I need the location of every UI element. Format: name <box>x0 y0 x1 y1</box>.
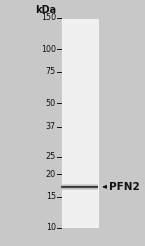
Text: 50: 50 <box>46 99 56 108</box>
Text: 37: 37 <box>46 122 56 131</box>
Text: kDa: kDa <box>35 5 56 15</box>
Bar <box>61 18 99 228</box>
Text: 100: 100 <box>41 45 56 54</box>
Text: 25: 25 <box>46 153 56 161</box>
Text: 10: 10 <box>46 224 56 232</box>
Text: PFN2: PFN2 <box>109 182 139 192</box>
Text: 150: 150 <box>41 14 56 22</box>
Text: 15: 15 <box>46 192 56 201</box>
Text: 75: 75 <box>46 67 56 76</box>
Text: 20: 20 <box>46 170 56 179</box>
